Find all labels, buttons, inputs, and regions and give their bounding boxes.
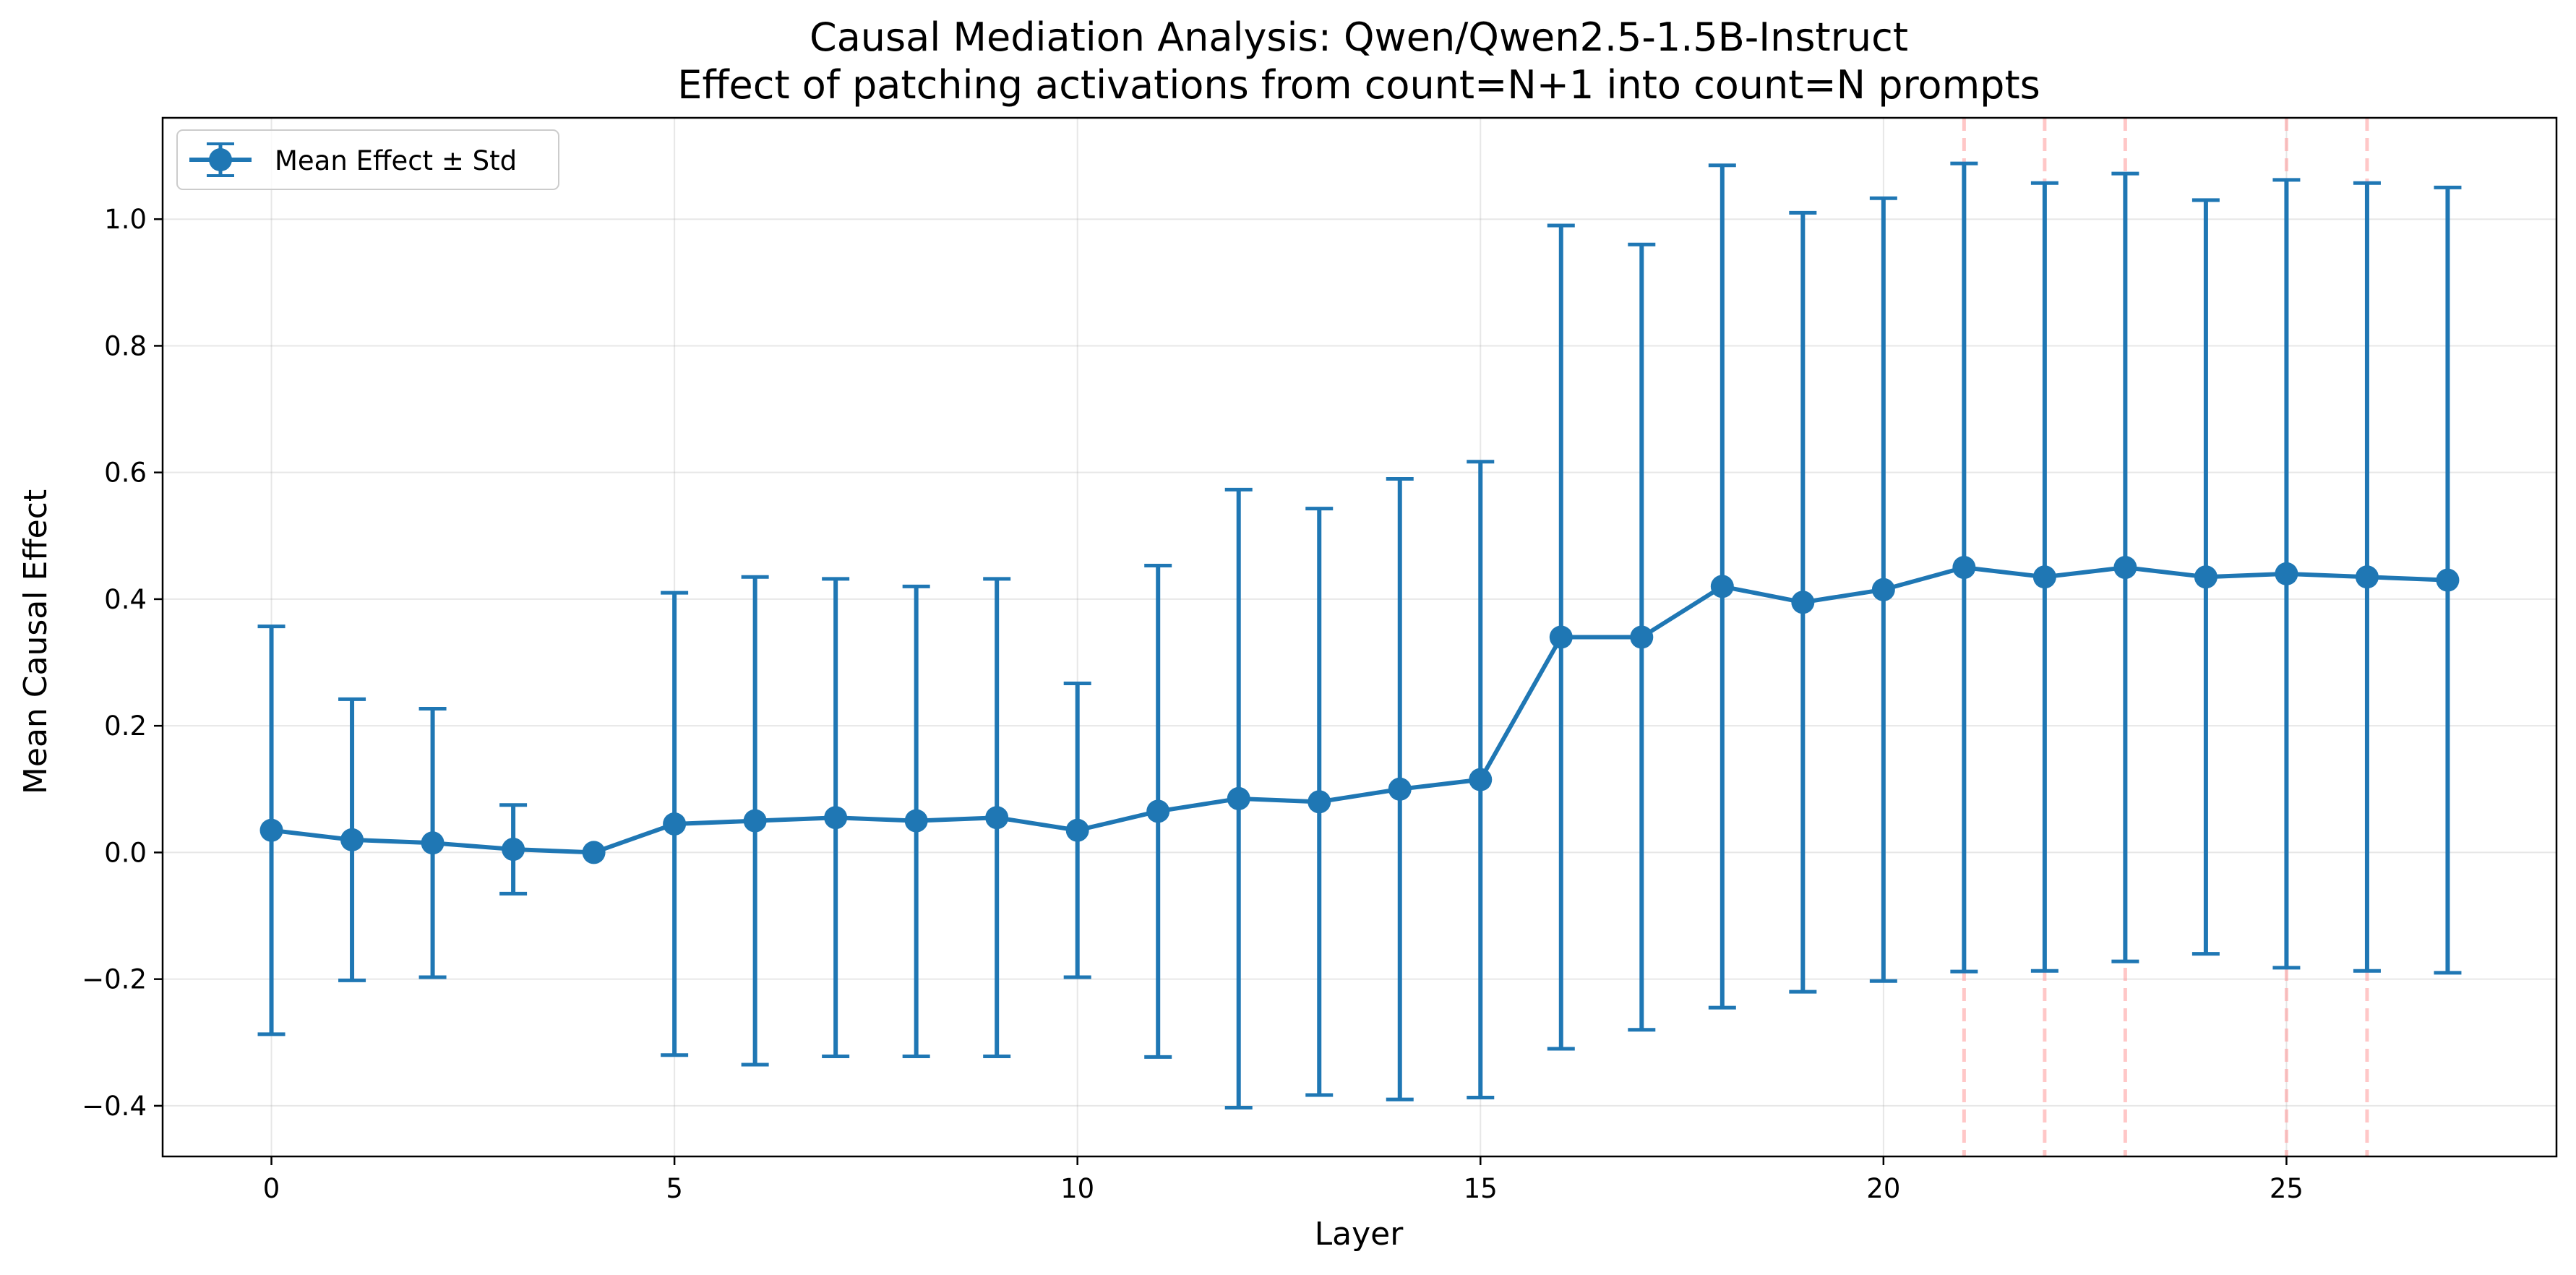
plot-frame	[161, 116, 2558, 1158]
x-axis-label: Layer	[1315, 1216, 1404, 1253]
data-point	[1871, 578, 1895, 601]
data-point	[502, 838, 525, 862]
data-point	[340, 828, 364, 851]
x-axis-ticks: 0 5 10 15 20 25	[263, 1156, 2304, 1204]
legend-marker	[189, 142, 252, 177]
data-point	[1549, 625, 1573, 649]
x-tick-label: 0	[263, 1173, 280, 1204]
data-point	[2436, 568, 2460, 592]
data-points	[259, 556, 2460, 864]
data-point	[421, 831, 445, 855]
data-point	[1791, 591, 1815, 614]
data-point	[904, 809, 928, 833]
data-point	[1952, 556, 1976, 580]
y-tick-label: −0.4	[82, 1091, 147, 1122]
data-point	[2032, 565, 2056, 589]
y-tick-label: 0.6	[104, 458, 147, 489]
y-tick-label: 0.4	[104, 584, 147, 615]
x-tick-label: 15	[1464, 1173, 1498, 1204]
data-point	[824, 806, 848, 830]
legend-box	[176, 129, 559, 190]
y-axis-ticks: −0.4 −0.2 0.0 0.2 0.4 0.6 0.8 1.0	[82, 204, 163, 1122]
legend-label: Mean Effect ± Std	[275, 145, 517, 176]
data-point	[1469, 768, 1493, 791]
data-point	[2113, 556, 2137, 580]
data-point	[2194, 565, 2217, 589]
data-point	[2275, 562, 2298, 585]
data-point	[1710, 575, 1734, 598]
y-tick-label: 1.0	[104, 204, 147, 235]
series-line	[271, 565, 2448, 855]
legend-point	[209, 148, 232, 171]
data-point	[985, 806, 1009, 830]
data-point	[1308, 790, 1331, 814]
data-point	[743, 809, 767, 833]
y-tick-label: 0.0	[104, 837, 147, 868]
y-tick-label: 0.8	[104, 330, 147, 361]
chart-subtitle: Effect of patching activations from coun…	[677, 62, 2040, 108]
data-point	[1227, 786, 1250, 810]
data-point	[663, 812, 687, 836]
y-tick-label: 0.2	[104, 711, 147, 742]
x-tick-label: 10	[1060, 1173, 1094, 1204]
data-point	[259, 818, 283, 842]
x-tick-label: 25	[2270, 1173, 2304, 1204]
data-point	[1146, 799, 1170, 823]
x-tick-label: 5	[666, 1173, 683, 1204]
data-point	[582, 841, 606, 864]
data-point	[1630, 625, 1654, 649]
chart-title: Causal Mediation Analysis: Qwen/Qwen2.5-…	[810, 14, 1908, 60]
data-point	[1388, 777, 1412, 801]
data-point	[2355, 565, 2379, 589]
legend: Mean Effect ± Std	[176, 129, 559, 190]
x-tick-label: 20	[1866, 1173, 1900, 1204]
y-axis-label: Mean Causal Effect	[17, 489, 54, 794]
data-point	[1065, 818, 1089, 842]
y-tick-label: −0.2	[82, 964, 147, 995]
